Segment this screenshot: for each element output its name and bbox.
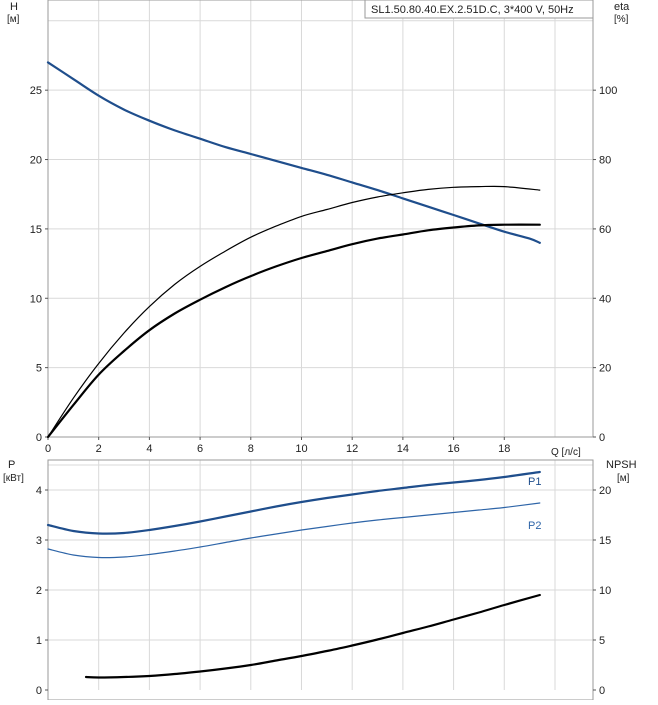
y-right-label-npsh: NPSH: [606, 459, 637, 471]
y-right-unit-eta: [%]: [614, 14, 629, 25]
top-left-tick-label: 0: [36, 432, 42, 444]
top-x-tick-label: 4: [146, 443, 152, 455]
bottom-series-line-0: [46, 470, 541, 535]
top-x-tick-label: 0: [45, 443, 51, 455]
bottom-chart-series: [46, 470, 541, 679]
bottom-left-tick-label: 3: [36, 535, 42, 547]
y-left-label-p: P: [8, 459, 15, 471]
top-series-line-1: [47, 185, 541, 438]
top-left-tick-label: 25: [30, 85, 42, 97]
bottom-right-tick-label: 5: [599, 635, 605, 647]
chart-title: SL1.50.80.40.EX.2.51D.C, 3*400 V, 50Hz: [371, 4, 574, 16]
bottom-right-tick-label: 0: [599, 685, 605, 697]
bottom-left-tick-label: 1: [36, 635, 42, 647]
y-right-label-eta: eta: [614, 1, 630, 13]
y-left-label-h: H: [10, 1, 18, 13]
top-chart-series: [46, 61, 541, 439]
title-box: [364, 0, 594, 19]
top-left-tick-label: 5: [36, 363, 42, 375]
top-series-line-2: [46, 223, 541, 439]
top-right-tick-label: 0: [599, 432, 605, 444]
top-series-line-0: [46, 61, 541, 244]
bottom-series-line-1: [47, 502, 541, 559]
top-right-tick-label: 100: [599, 85, 617, 97]
bottom-left-tick-label: 4: [36, 485, 42, 497]
bottom-left-tick-label: 0: [36, 685, 42, 697]
top-right-tick-label: 40: [599, 293, 611, 305]
y-right-unit-npsh: [м]: [617, 473, 630, 484]
top-right-tick-label: 80: [599, 155, 611, 167]
top-chart-frame: [47, 0, 594, 438]
top-x-tick-label: 10: [295, 443, 307, 455]
top-x-tick-label: 2: [96, 443, 102, 455]
bottom-series-line-2: [84, 593, 541, 679]
top-left-tick-label: 15: [30, 224, 42, 236]
top-x-tick-label: 6: [197, 443, 203, 455]
top-chart-axes: 0 5 10 15 20 25 0 20 40 60 80 100 0 2 4 6 8 10 12 14 16 18: [30, 85, 618, 455]
y-left-unit-p: [кВт]: [3, 473, 24, 484]
bottom-right-tick-label: 10: [599, 585, 611, 597]
top-x-tick-label: 16: [447, 443, 459, 455]
top-right-tick-label: 60: [599, 224, 611, 236]
bottom-right-tick-label: 15: [599, 535, 611, 547]
series-label-p2: P2: [528, 520, 541, 532]
top-left-tick-label: 20: [30, 155, 42, 167]
top-chart-grid: [48, 0, 593, 437]
bottom-chart-grid: [48, 460, 593, 690]
top-x-tick-label: 18: [498, 443, 510, 455]
top-x-tick-label: 8: [248, 443, 254, 455]
top-right-tick-label: 20: [599, 363, 611, 375]
bottom-right-tick-label: 20: [599, 485, 611, 497]
top-left-tick-label: 10: [30, 293, 42, 305]
series-label-p1: P1: [528, 476, 541, 488]
y-left-unit-h: [м]: [7, 14, 20, 25]
top-x-tick-label: 14: [397, 443, 409, 455]
x-axis-label: Q [л/с]: [551, 447, 581, 458]
bottom-chart-axes: 0 1 2 3 4 0 5 10 15 20: [36, 485, 611, 697]
bottom-left-tick-label: 2: [36, 585, 42, 597]
top-x-tick-label: 12: [346, 443, 358, 455]
